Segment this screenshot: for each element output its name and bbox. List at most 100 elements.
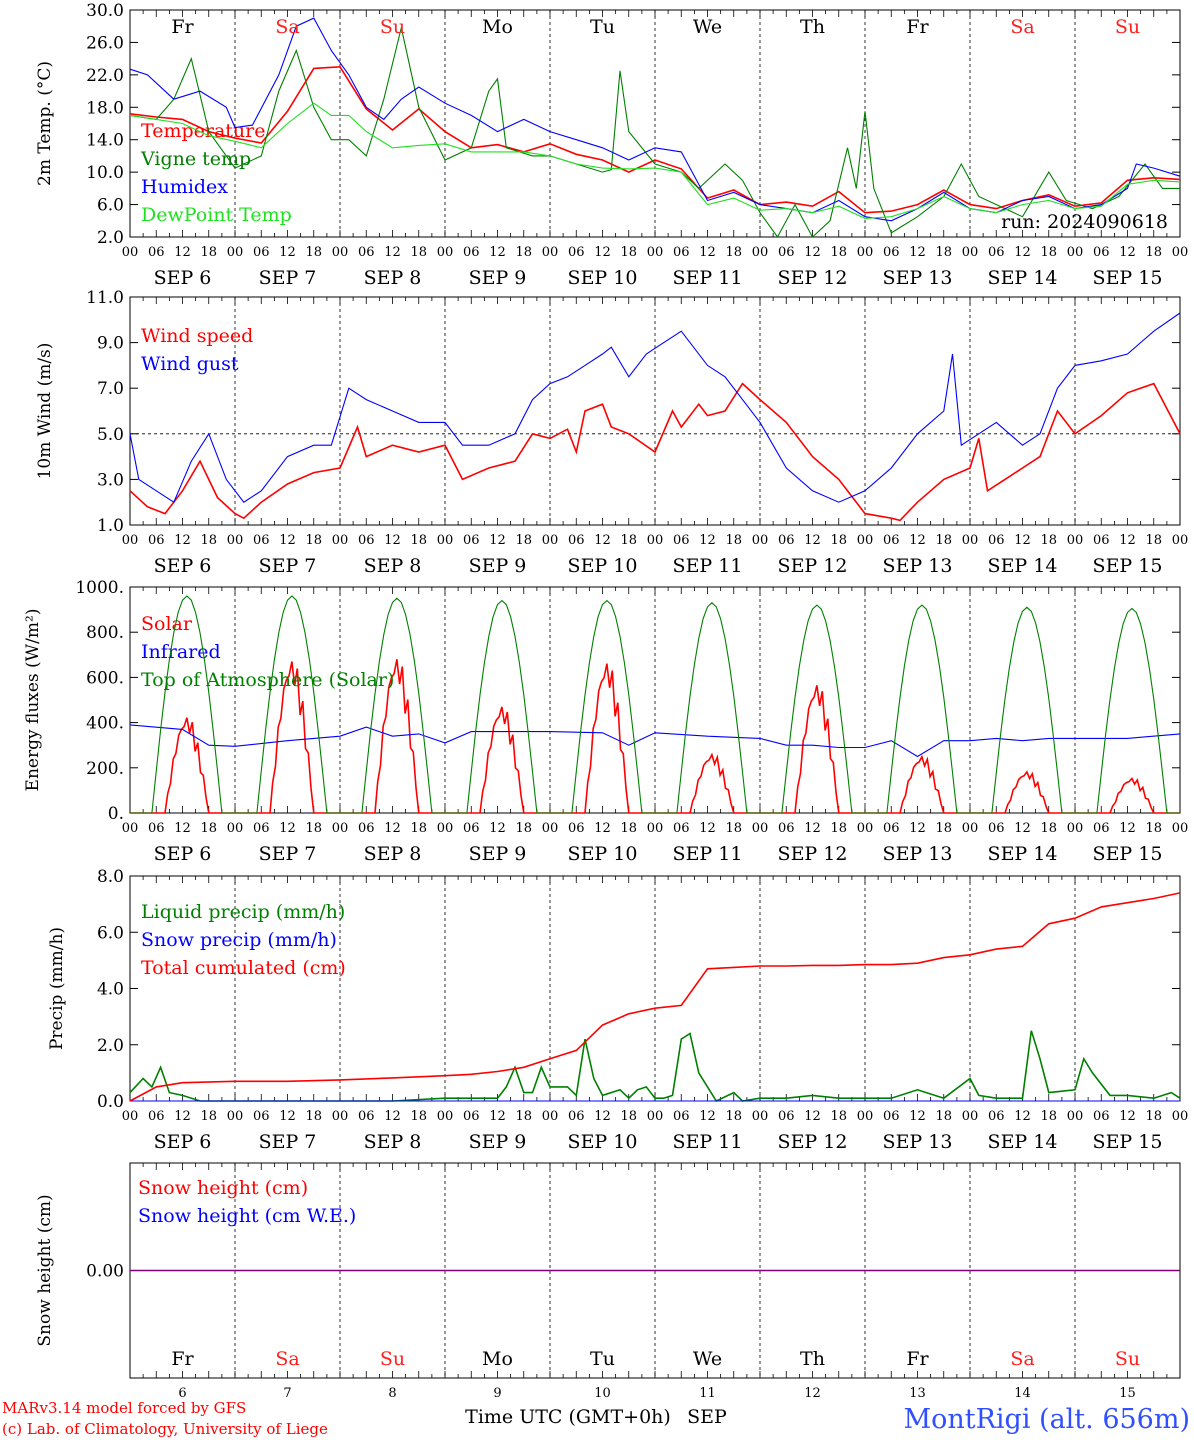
- panel-1-legend-0: Wind speed: [141, 325, 253, 347]
- panel-3-hour-tick-label: 12: [279, 1109, 296, 1124]
- panel-3-hour-tick-label: 18: [620, 1109, 637, 1124]
- panel-0-hour-tick-label: 18: [620, 245, 637, 260]
- panel-1-hour-tick-label: 00: [332, 533, 349, 548]
- weekday-label-bottom: Mo: [482, 1348, 513, 1370]
- panel-3-hour-tick-label: 06: [148, 1109, 165, 1124]
- panel-0-y-tick-label: 10.0: [86, 163, 124, 183]
- panel-3-hour-tick-label: 00: [1067, 1109, 1084, 1124]
- panel-1-hour-tick-label: 00: [857, 533, 874, 548]
- panel-1-hour-tick-label: 18: [620, 533, 637, 548]
- panel-3-day-label: SEP 11: [673, 1131, 743, 1153]
- panel-0-day-label: SEP 15: [1093, 267, 1163, 289]
- panel-3-hour-tick-label: 00: [647, 1109, 664, 1124]
- panel-1-hour-tick-label: 12: [1119, 533, 1136, 548]
- panel-0-hour-tick-label: 00: [962, 245, 979, 260]
- weekday-label-top: Su: [380, 16, 405, 38]
- weekday-label-top: Sa: [1010, 16, 1034, 38]
- panel-3-hour-tick-label: 00: [962, 1109, 979, 1124]
- panel-1-y-axis-title: 10m Wind (m/s): [35, 343, 55, 480]
- panel-0-y-axis-title: 2m Temp. (°C): [35, 61, 55, 186]
- panel-2-legend-1: Infrared: [141, 641, 221, 663]
- panel-2-day-label: SEP 14: [988, 843, 1058, 865]
- panel-0-y-tick-label: 22.0: [86, 66, 124, 86]
- panel-3-hour-tick-label: 06: [883, 1109, 900, 1124]
- panel-2-hour-tick-label: 12: [279, 821, 296, 836]
- panel-2-y-tick-label: 1000.: [75, 578, 124, 598]
- panel-0-hour-tick-label: 06: [1093, 245, 1110, 260]
- panel-3-hour-tick-label: 12: [489, 1109, 506, 1124]
- panel-0-y-tick-label: 18.0: [86, 98, 124, 118]
- panel-2-day-label: SEP 13: [883, 843, 953, 865]
- panel-3-hour-tick-label: 18: [410, 1109, 427, 1124]
- panel-1-day-label: SEP 6: [154, 555, 212, 577]
- panel-0-y-tick-label: 26.0: [86, 33, 124, 53]
- panel-1-hour-tick-label: 06: [148, 533, 165, 548]
- panel-2-day-label: SEP 12: [778, 843, 848, 865]
- panel-1-day-label: SEP 8: [364, 555, 422, 577]
- panel-4-y-tick-label: 0.00: [86, 1262, 124, 1282]
- panel-0-day-label: SEP 8: [364, 267, 422, 289]
- panel-3-y-axis-title: Precip (mm/h): [47, 927, 67, 1050]
- panel-3-hour-tick-label: 00: [857, 1109, 874, 1124]
- panel-0-hour-tick-label: 12: [174, 245, 191, 260]
- panel-0-hour-tick-label: 06: [673, 245, 690, 260]
- panel-1-day-label: SEP 14: [988, 555, 1058, 577]
- panel-2-hour-tick-label: 12: [909, 821, 926, 836]
- panel-1-hour-tick-label: 18: [1040, 533, 1057, 548]
- panel-3-hour-tick-label: 18: [515, 1109, 532, 1124]
- panel-0-hour-tick-label: 06: [988, 245, 1005, 260]
- panel-3-hour-tick-label: 18: [1145, 1109, 1162, 1124]
- panel-1-hour-tick-label: 18: [1145, 533, 1162, 548]
- panel-0-hour-tick-label: 00: [752, 245, 769, 260]
- day-number-label: 8: [388, 1386, 396, 1401]
- panel-2-hour-tick-label: 00: [647, 821, 664, 836]
- panel-2-hour-tick-label: 12: [174, 821, 191, 836]
- weekday-label-bottom: Sa: [1010, 1348, 1034, 1370]
- panel-3-hour-tick-label: 12: [384, 1109, 401, 1124]
- panel-1-hour-tick-label: 12: [489, 533, 506, 548]
- panel-2-hour-tick-label: 18: [1040, 821, 1057, 836]
- footer-credit-model: MARv3.14 model forced by GFS: [2, 1399, 246, 1417]
- day-number-label: 15: [1119, 1386, 1136, 1401]
- panel-3-hour-tick-label: 18: [305, 1109, 322, 1124]
- panel-3-hour-tick-label: 18: [1040, 1109, 1057, 1124]
- footer-credit-lab: (c) Lab. of Climatology, University of L…: [2, 1420, 328, 1438]
- panel-2-hour-tick-label: 06: [778, 821, 795, 836]
- panel-1-hour-tick-label: 06: [1093, 533, 1110, 548]
- panel-2-y-tick-label: 400.: [86, 714, 124, 734]
- panel-0-day-label: SEP 6: [154, 267, 212, 289]
- panel-1-hour-tick-label: 06: [568, 533, 585, 548]
- weekday-label-top: Fr: [171, 16, 194, 38]
- weekday-label-top: Mo: [482, 16, 513, 38]
- weekday-label-top: Sa: [275, 16, 299, 38]
- panel-1-hour-tick-label: 00: [122, 533, 139, 548]
- panel-3-hour-tick-label: 00: [542, 1109, 559, 1124]
- panel-2-day-label: SEP 6: [154, 843, 212, 865]
- panel-3-day-label: SEP 13: [883, 1131, 953, 1153]
- panel-0-hour-tick-label: 06: [568, 245, 585, 260]
- panel-3-series-liquid-precip-mm-h-: [129, 1030, 1181, 1103]
- panel-4-legend-0: Snow height (cm): [138, 1177, 308, 1199]
- panel-3-hour-tick-label: 06: [778, 1109, 795, 1124]
- day-number-label: 11: [699, 1386, 716, 1401]
- panel-0-hour-tick-label: 00: [332, 245, 349, 260]
- panel-0-day-label: SEP 11: [673, 267, 743, 289]
- panel-3-hour-tick-label: 06: [358, 1109, 375, 1124]
- panel-2-y-tick-label: 0.: [108, 804, 124, 824]
- weekday-label-bottom: We: [693, 1348, 722, 1370]
- panel-2-hour-tick-label: 18: [935, 821, 952, 836]
- panel-1-hour-tick-label: 12: [1014, 533, 1031, 548]
- panel-2-hour-tick-label: 00: [1172, 821, 1189, 836]
- panel-0-hour-tick-label: 12: [804, 245, 821, 260]
- panel-0-day-label: SEP 14: [988, 267, 1058, 289]
- panel-0-hour-tick-label: 12: [1119, 245, 1136, 260]
- panel-2-day-label: SEP 11: [673, 843, 743, 865]
- panel-0-y-tick-label: 2.0: [97, 228, 124, 248]
- panel-2-day-label: SEP 7: [259, 843, 317, 865]
- panel-0-hour-tick-label: 12: [489, 245, 506, 260]
- panel-3-y-tick-label: 8.0: [97, 867, 124, 887]
- panel-0-hour-tick-label: 00: [647, 245, 664, 260]
- panel-2-hour-tick-label: 00: [752, 821, 769, 836]
- panel-3-day-label: SEP 6: [154, 1131, 212, 1153]
- panel-2-hour-tick-label: 12: [1014, 821, 1031, 836]
